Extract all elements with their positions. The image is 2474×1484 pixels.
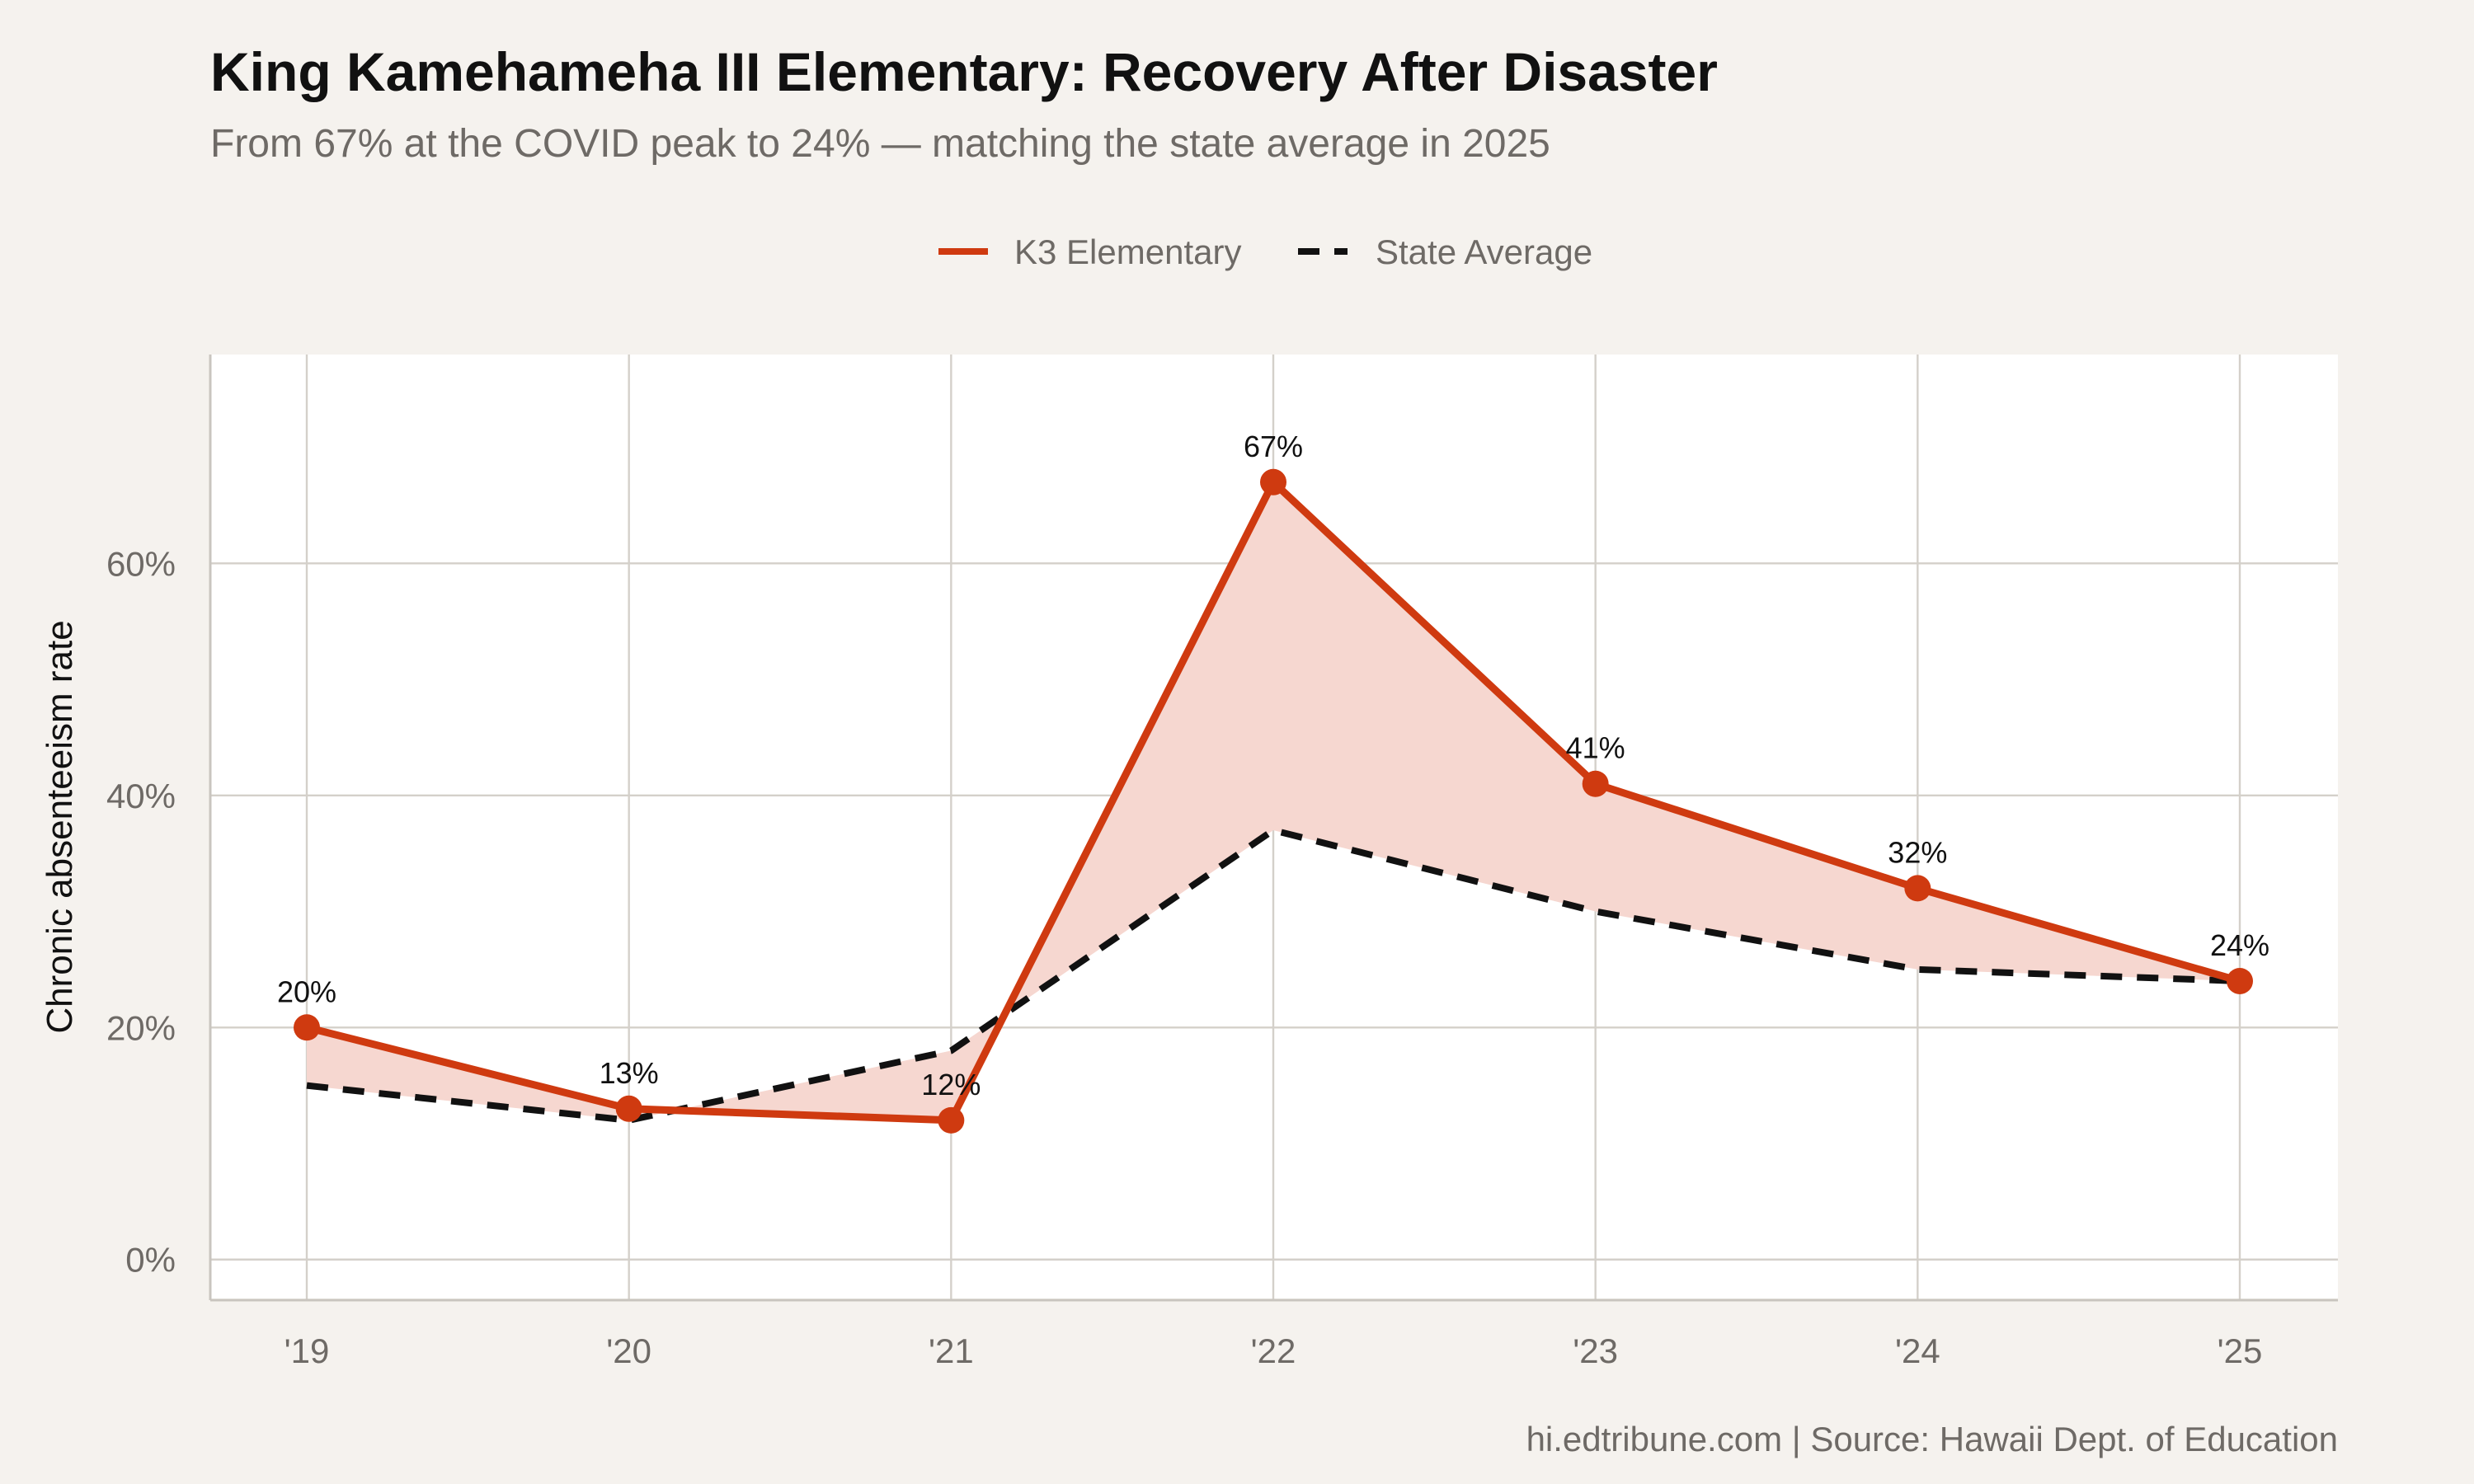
chart-caption: hi.edtribune.com | Source: Hawaii Dept. … <box>1526 1420 2338 1458</box>
data-label: 13% <box>600 1056 659 1090</box>
y-tick-label: 60% <box>106 544 176 583</box>
school-point <box>938 1106 965 1134</box>
data-label: 41% <box>1566 731 1625 765</box>
gap-area <box>307 481 2240 1120</box>
y-tick-label: 40% <box>106 777 176 815</box>
y-tick-label: 0% <box>125 1241 176 1280</box>
y-axis-title: Chronic absenteeism rate <box>40 620 80 1033</box>
school-point <box>2227 967 2253 994</box>
data-label: 12% <box>921 1068 981 1101</box>
data-labels: 20% 13% 12% 67% 41% 32% 24% <box>277 430 2269 1101</box>
data-label: 67% <box>1244 430 1303 463</box>
x-tick-label: '24 <box>1895 1331 1940 1370</box>
chart-subtitle: From 67% at the COVID peak to 24% — matc… <box>210 122 1550 166</box>
data-label: 20% <box>277 974 336 1008</box>
school-point <box>294 1014 320 1041</box>
legend: K3 Elementary State Average <box>938 232 1592 271</box>
x-tick-label: '19 <box>285 1331 330 1370</box>
legend-label-school: K3 Elementary <box>1014 232 1241 271</box>
x-tick-label: '22 <box>1251 1331 1296 1370</box>
gridlines <box>210 355 2338 1300</box>
tick-labels: 0% 20% 40% 60% '19 '20 '21 '22 '23 '24 '25 <box>106 544 2262 1370</box>
x-tick-label: '23 <box>1573 1331 1618 1370</box>
school-point <box>1904 875 1931 902</box>
chart-title: King Kamehameha III Elementary: Recovery… <box>210 41 1718 102</box>
school-point <box>1582 770 1609 797</box>
data-label: 24% <box>2210 928 2269 962</box>
school-point <box>1260 468 1286 495</box>
series <box>294 468 2253 1134</box>
y-tick-label: 20% <box>106 1008 176 1047</box>
x-tick-label: '20 <box>606 1331 651 1370</box>
legend-label-state: State Average <box>1376 232 1592 271</box>
school-point <box>615 1095 642 1122</box>
data-label: 32% <box>1888 835 1947 869</box>
x-tick-label: '25 <box>2218 1331 2263 1370</box>
x-tick-label: '21 <box>929 1331 974 1370</box>
